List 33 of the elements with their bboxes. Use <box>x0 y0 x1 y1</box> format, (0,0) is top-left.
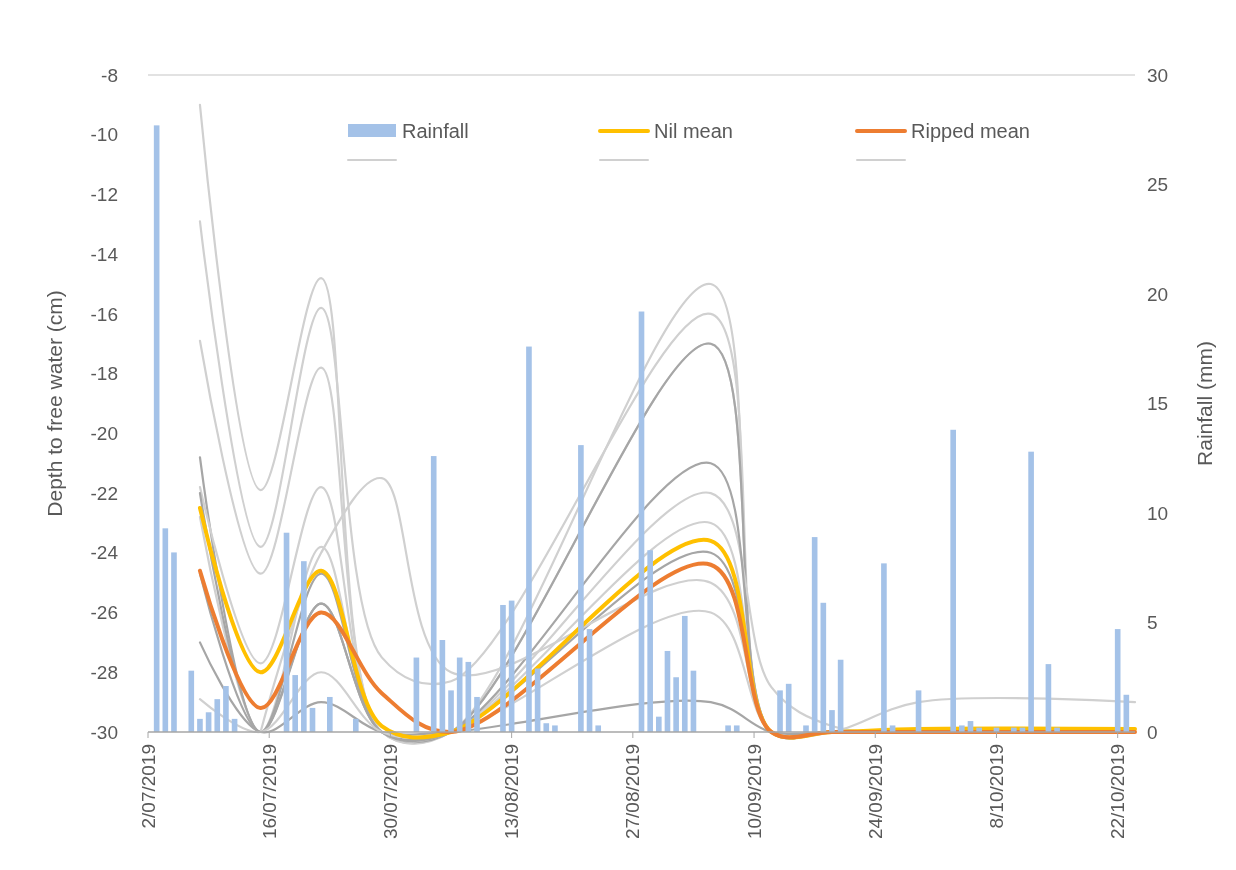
x-tick-label: 10/09/2019 <box>743 744 765 840</box>
y-axis-title: Depth to free water (cm) <box>43 290 66 517</box>
x-tick-label: 22/10/2019 <box>1107 744 1129 840</box>
y-tick-label: -20 <box>90 423 118 445</box>
y-tick-label: -18 <box>90 363 118 385</box>
y2-tick-label: 0 <box>1147 721 1158 743</box>
legend-label: Ripped mean <box>911 120 1030 142</box>
y2-tick-label: 10 <box>1147 502 1169 524</box>
y2-tick-label: 25 <box>1147 174 1169 196</box>
y2-axis-title: Rainfall (mm) <box>1193 341 1216 466</box>
x-tick-label: 30/07/2019 <box>380 744 402 840</box>
y-tick-label: -26 <box>90 602 118 624</box>
x-tick-label: 24/09/2019 <box>864 744 886 840</box>
y2-tick-label: 5 <box>1147 612 1158 634</box>
legend-label: Nil mean <box>654 120 733 142</box>
y-tick-label: -16 <box>90 303 118 325</box>
x-tick-label: 8/10/2019 <box>986 744 1008 829</box>
y-tick-label: -10 <box>90 124 118 146</box>
y2-tick-label: 30 <box>1147 64 1169 86</box>
y-tick-label: -30 <box>90 721 118 743</box>
y-tick-label: -22 <box>90 482 118 504</box>
x-tick-label: 13/08/2019 <box>501 744 523 840</box>
legend-label: Rainfall <box>402 120 469 142</box>
y-tick-label: -28 <box>90 661 118 683</box>
y2-tick-label: 15 <box>1147 393 1169 415</box>
y-tick-label: -14 <box>90 243 119 265</box>
y-tick-label: -8 <box>101 64 118 86</box>
x-tick-label: 27/08/2019 <box>622 744 644 840</box>
y2-tick-label: 20 <box>1147 283 1169 305</box>
y-tick-label: -12 <box>90 184 118 206</box>
x-tick-label: 2/07/2019 <box>137 744 159 829</box>
x-tick-label: 16/07/2019 <box>258 744 280 840</box>
y-tick-label: -24 <box>90 542 119 564</box>
